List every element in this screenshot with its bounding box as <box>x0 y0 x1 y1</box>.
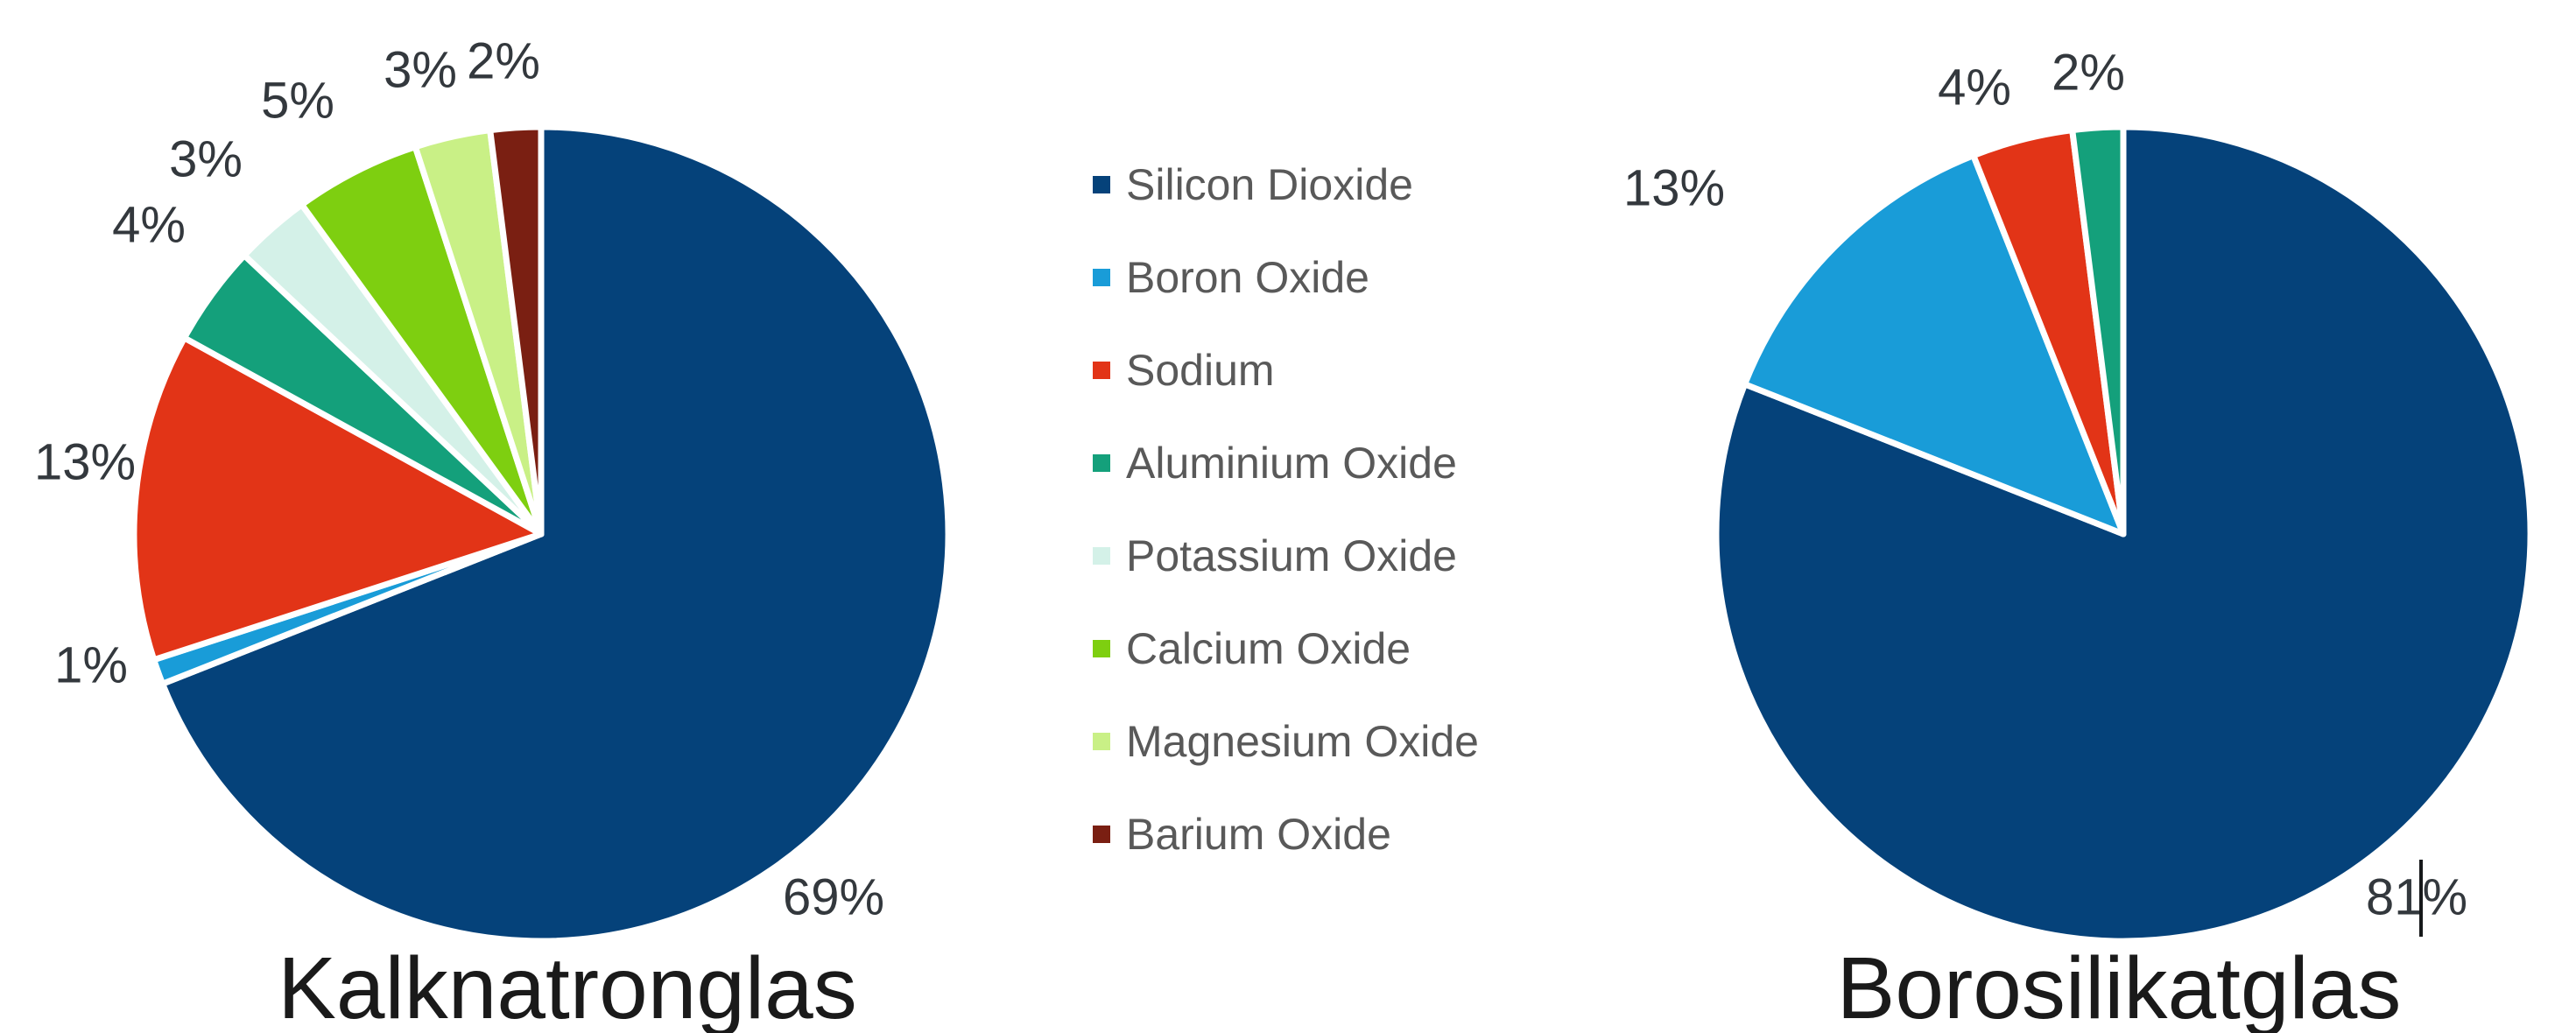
data-label-sodium: 4% <box>1938 59 2011 116</box>
legend-item-silicon-dioxide: Silicon Dioxide <box>1093 138 1479 231</box>
legend-color-swatch-potassium-oxide <box>1093 547 1110 565</box>
data-label-silicon-dioxide: 69% <box>782 868 885 926</box>
data-label-barium-oxide: 2% <box>467 32 540 90</box>
chart-title-borosilikatglas: Borosilikatglas <box>1836 939 2402 1033</box>
legend-label: Calcium Oxide <box>1126 624 1411 673</box>
legend-item-barium-oxide: Barium Oxide <box>1093 788 1479 881</box>
legend-label: Sodium <box>1126 346 1275 395</box>
legend-item-magnesium-oxide: Magnesium Oxide <box>1093 695 1479 788</box>
legend-color-swatch-barium-oxide <box>1093 826 1110 843</box>
data-label-sodium: 13% <box>33 433 137 491</box>
legend-color-swatch-silicon-dioxide <box>1093 176 1110 193</box>
legend-label: Magnesium Oxide <box>1126 717 1479 766</box>
legend-label: Barium Oxide <box>1126 810 1391 859</box>
legend: Silicon Dioxide Boron Oxide Sodium Aluminiu… <box>1093 138 1479 881</box>
legend-label: Aluminium Oxide <box>1126 439 1457 488</box>
legend-label: Silicon Dioxide <box>1126 160 1413 209</box>
pie-kalknatronglas <box>130 123 952 945</box>
legend-label: Boron Oxide <box>1126 253 1369 302</box>
legend-item-boron-oxide: Boron Oxide <box>1093 231 1479 324</box>
pie-slice-sodium <box>130 334 545 664</box>
data-label-aluminium-oxide: 4% <box>112 196 186 254</box>
legend-color-swatch-magnesium-oxide <box>1093 733 1110 750</box>
pie-borosilikatglas <box>1713 123 2534 945</box>
data-label-boron-oxide: 1% <box>54 636 128 694</box>
legend-item-potassium-oxide: Potassium Oxide <box>1093 509 1479 602</box>
data-label-silicon-dioxide: 81% <box>2365 868 2468 926</box>
pie-slice-silicon-dioxide <box>159 123 952 945</box>
data-label-boron-oxide: 13% <box>1622 159 1726 217</box>
pie-slice-silicon-dioxide <box>1713 123 2534 945</box>
legend-color-swatch-boron-oxide <box>1093 269 1110 286</box>
legend-label: Potassium Oxide <box>1126 531 1457 580</box>
chart-title-kalknatronglas: Kalknatronglas <box>278 939 857 1033</box>
data-label-aluminium-oxide: 2% <box>2052 44 2125 102</box>
data-label-calcium-oxide: 5% <box>261 72 334 130</box>
legend-color-swatch-aluminium-oxide <box>1093 454 1110 472</box>
legend-item-aluminium-oxide: Aluminium Oxide <box>1093 417 1479 509</box>
data-label-magnesium-oxide: 3% <box>384 41 457 99</box>
legend-item-calcium-oxide: Calcium Oxide <box>1093 602 1479 695</box>
text-cursor-artifact <box>2419 860 2423 937</box>
pie-slice-boron-oxide <box>1742 152 2127 538</box>
pie-slice-barium-oxide <box>487 123 545 538</box>
legend-item-sodium: Sodium <box>1093 324 1479 417</box>
legend-color-swatch-sodium <box>1093 362 1110 379</box>
data-label-potassium-oxide: 3% <box>169 130 243 188</box>
legend-color-swatch-calcium-oxide <box>1093 640 1110 657</box>
pie-slice-aluminium-oxide <box>2069 123 2127 538</box>
